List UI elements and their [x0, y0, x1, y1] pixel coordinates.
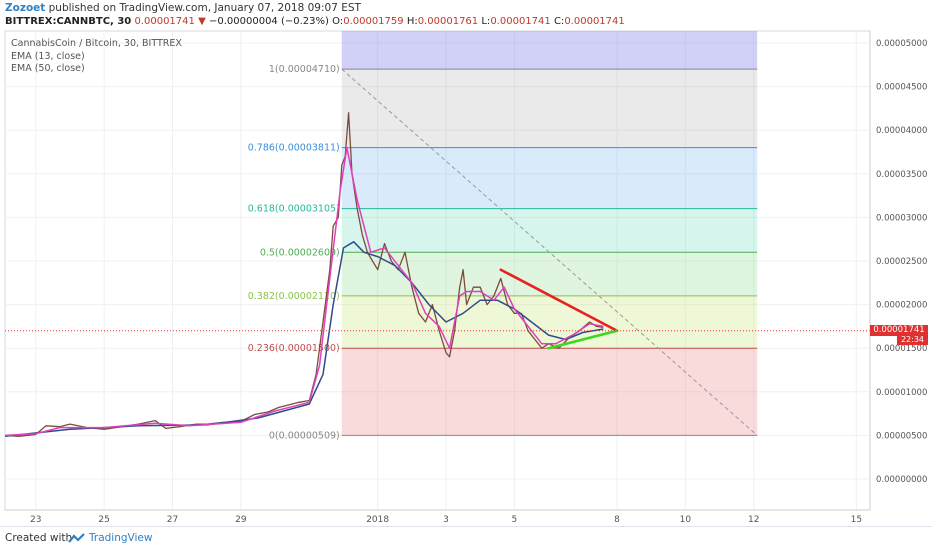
high-value: 0.00001761 — [417, 16, 479, 27]
legend-title: CannabisCoin / Bitcoin, 30, BITTREX — [11, 38, 182, 49]
fib-zone — [341, 69, 758, 148]
legend-ema50[interactable]: EMA (50, close) — [11, 63, 85, 74]
y-tick-label: 0.00000000 — [876, 475, 927, 485]
plot-area — [4, 30, 871, 511]
ema13-line — [4, 146, 604, 437]
price-series-line — [4, 112, 604, 437]
y-tick-label: 0.00003000 — [876, 213, 927, 223]
x-tick-label: 25 — [98, 515, 109, 525]
open-label: O: — [332, 16, 344, 27]
x-tick-label: 23 — [30, 515, 41, 525]
y-tick-label: 0.00001000 — [876, 388, 927, 398]
ema50-line — [4, 241, 604, 438]
publish-info: published on TradingView.com, January 07… — [48, 2, 361, 14]
low-value: 0.00001741 — [490, 16, 551, 27]
y-tick-label: 0.00004500 — [876, 83, 927, 93]
y-tick-label: 0.00005000 — [876, 39, 927, 49]
symbol-label: BITTREX:CANNBTC, 30 — [5, 16, 132, 27]
fib-zone — [341, 348, 758, 436]
created-with-label: Created with — [5, 532, 73, 544]
low-label: L: — [481, 16, 491, 27]
fib-level-label: 1(0.00004710) — [269, 64, 340, 75]
x-tick-label: 27 — [167, 515, 178, 525]
x-tick-label: 3 — [443, 515, 449, 525]
down-arrow-icon: ▼ — [198, 16, 206, 27]
chart-header: Zozoet published on TradingView.com, Jan… — [0, 0, 932, 30]
x-tick-label: 2018 — [366, 515, 389, 525]
fib-zone — [341, 147, 758, 209]
x-tick-label: 12 — [748, 515, 759, 525]
author-link[interactable]: Zozoet — [5, 2, 46, 14]
tradingview-logo-icon — [68, 533, 85, 543]
footer: Created with TradingView — [0, 526, 932, 551]
open-value: 0.00001759 — [343, 16, 404, 27]
legend-ema13[interactable]: EMA (13, close) — [11, 51, 85, 62]
change-value: −0.00000004 (−0.23%) — [208, 16, 329, 27]
fib-zone-extension — [341, 31, 758, 70]
fib-zone — [341, 252, 758, 296]
close-value: 0.00001741 — [564, 16, 625, 27]
fib-level-label: 0.618(0.00003105) — [248, 204, 340, 215]
y-tick-label: 0.00002500 — [876, 257, 927, 267]
x-tick-label: 10 — [680, 515, 692, 525]
x-tick-label: 8 — [614, 515, 620, 525]
y-tick-label: 0.00004000 — [876, 126, 927, 136]
fib-level-label: 0.5(0.00002609) — [260, 247, 340, 258]
high-label: H: — [406, 16, 418, 27]
fib-level-label: 0(0.00000509) — [269, 430, 340, 441]
last-value: 0.00001741 — [134, 16, 195, 27]
last-price-tag: 0.00001741 — [870, 325, 928, 337]
bar-countdown-tag: 22:34 — [897, 335, 928, 345]
x-tick-label: 15 — [851, 515, 862, 525]
fib-level-label: 0.382(0.00002110) — [248, 291, 340, 302]
ohlc-line: BITTREX:CANNBTC, 30 0.00001741 ▼ −0.0000… — [5, 16, 625, 27]
publish-line: Zozoet published on TradingView.com, Jan… — [5, 2, 361, 14]
close-label: C: — [553, 16, 565, 27]
fib-trend-diagonal — [341, 68, 758, 436]
y-tick-label: 0.00000500 — [876, 431, 927, 441]
fib-zone — [341, 208, 758, 253]
fib-level-label: 0.236(0.00001500) — [248, 343, 340, 354]
fib-level-label: 0.786(0.00003811) — [248, 143, 340, 154]
resistance-trendline — [499, 268, 619, 333]
tradingview-link[interactable]: TradingView — [89, 532, 153, 544]
support-trendline — [547, 329, 619, 350]
y-tick-label: 0.00001500 — [876, 344, 927, 354]
fib-zone — [341, 295, 758, 349]
x-tick-label: 5 — [512, 515, 518, 525]
y-tick-label: 0.00002000 — [876, 301, 927, 311]
y-tick-label: 0.00003500 — [876, 170, 927, 180]
x-tick-label: 29 — [235, 515, 247, 525]
